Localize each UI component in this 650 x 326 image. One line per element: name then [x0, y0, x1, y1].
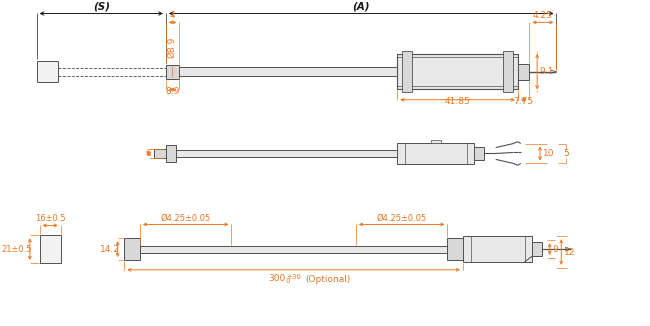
Circle shape — [52, 77, 56, 81]
Text: 300: 300 — [268, 274, 286, 283]
Bar — [166, 65, 179, 79]
Bar — [474, 147, 484, 160]
Text: 21±0.5: 21±0.5 — [2, 244, 32, 254]
Bar — [463, 236, 532, 262]
Bar — [124, 238, 140, 260]
Bar — [503, 51, 513, 92]
Circle shape — [42, 67, 52, 77]
Bar — [431, 140, 441, 143]
Bar — [518, 64, 530, 80]
Bar — [166, 145, 176, 162]
Text: Ø4.25±0.05: Ø4.25±0.05 — [376, 214, 427, 222]
Text: 7.75: 7.75 — [514, 97, 534, 106]
Text: 6: 6 — [145, 149, 151, 158]
Text: (Optional): (Optional) — [306, 275, 350, 284]
Text: 9: 9 — [552, 244, 558, 254]
Text: 14.2: 14.2 — [100, 244, 120, 254]
Text: 9.1: 9.1 — [540, 67, 554, 76]
Text: 16±0.5: 16±0.5 — [35, 215, 66, 223]
Text: 5: 5 — [563, 149, 569, 158]
Bar — [179, 67, 397, 76]
Bar — [36, 61, 58, 82]
Bar — [402, 51, 412, 92]
Bar — [447, 238, 463, 260]
Bar — [532, 242, 542, 256]
Text: 41.85: 41.85 — [445, 97, 471, 106]
Text: Ø4.25±0.05: Ø4.25±0.05 — [161, 214, 211, 222]
Text: 4: 4 — [170, 11, 176, 20]
Text: Ø8.9: Ø8.9 — [167, 36, 176, 58]
Circle shape — [46, 70, 49, 74]
Circle shape — [52, 63, 56, 67]
Text: 12: 12 — [564, 247, 575, 257]
Circle shape — [38, 77, 42, 81]
Text: 10: 10 — [543, 149, 554, 158]
Bar — [397, 143, 474, 164]
Text: 8.9: 8.9 — [166, 87, 180, 96]
Circle shape — [38, 63, 42, 67]
Text: (A): (A) — [352, 2, 370, 11]
Bar — [397, 54, 518, 89]
Text: 0: 0 — [286, 278, 291, 284]
Bar — [154, 149, 166, 158]
Text: 4.25: 4.25 — [533, 11, 553, 20]
Bar — [140, 246, 447, 253]
Text: +30: +30 — [286, 274, 301, 280]
Bar — [40, 235, 60, 263]
Bar — [176, 150, 397, 157]
Text: (S): (S) — [93, 2, 110, 11]
